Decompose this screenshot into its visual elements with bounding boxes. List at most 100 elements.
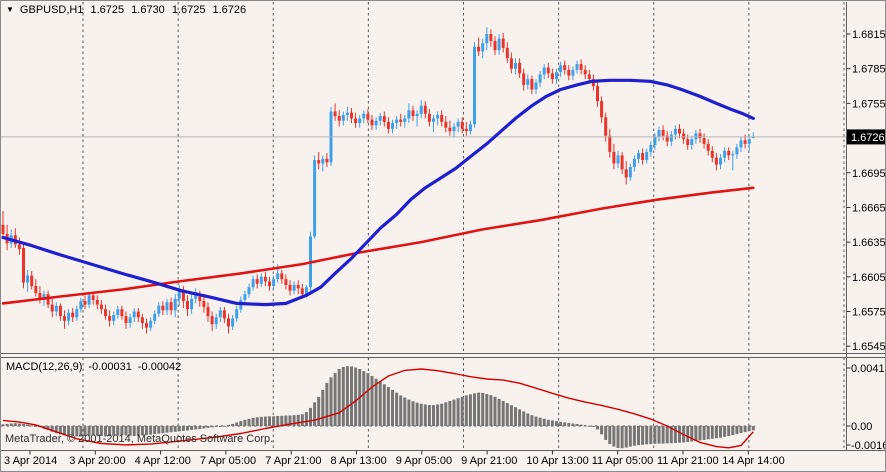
- time-tick-label: 3 Apr 2014: [4, 455, 57, 467]
- candle-body: [124, 316, 128, 324]
- macd-bar: [333, 373, 337, 426]
- macd-bar: [116, 426, 120, 436]
- macd-bar: [1, 424, 5, 426]
- candle-body: [739, 140, 743, 148]
- candle-body: [546, 67, 550, 74]
- candle-body: [678, 128, 681, 134]
- time-tick-label: 3 Apr 20:00: [69, 455, 125, 467]
- candle-body: [231, 318, 235, 327]
- candle-body: [628, 166, 632, 178]
- macd-bar: [243, 419, 247, 426]
- candle-body: [534, 82, 538, 90]
- candle-body: [440, 114, 444, 122]
- macd-bar: [386, 387, 390, 426]
- macd-bar: [407, 399, 411, 426]
- macd-bar: [731, 426, 735, 436]
- time-tick-label: 7 Apr 21:00: [265, 455, 321, 467]
- symbol-info-bar[interactable]: ▼ GBPUSD,H1 1.6725 1.6730 1.6725 1.6726: [6, 4, 246, 17]
- candle-body: [550, 73, 554, 80]
- chevron-down-icon[interactable]: ▼: [6, 5, 14, 14]
- macd-bar: [136, 426, 140, 436]
- macd-bar: [735, 426, 739, 435]
- macd-bar: [259, 416, 263, 426]
- macd-bar: [132, 426, 136, 437]
- macd-bar: [542, 418, 546, 426]
- candle-body: [493, 40, 497, 51]
- macd-bar: [95, 426, 99, 436]
- price-tick-label: 1.6695: [852, 168, 886, 180]
- candle-body: [727, 150, 731, 156]
- macd-bar: [440, 403, 444, 426]
- candle-body: [17, 244, 21, 250]
- candle-body: [313, 160, 317, 237]
- candle-body: [34, 286, 38, 294]
- candle-body: [358, 118, 362, 124]
- macd-bar: [624, 426, 628, 448]
- macd-bar: [149, 426, 153, 435]
- macd-bar: [296, 414, 300, 426]
- candle-body: [706, 143, 710, 151]
- macd-bar: [362, 371, 366, 426]
- macd-bar: [345, 366, 349, 426]
- macd-bar: [456, 398, 460, 426]
- macd-bar: [452, 399, 456, 426]
- copyright-text: MetaTrader, © 2001-2014, MetaQuotes Soft…: [5, 433, 274, 445]
- candle-body: [104, 309, 107, 317]
- candle-body: [542, 67, 546, 75]
- macd-bar: [128, 426, 132, 436]
- macd-bar: [550, 420, 554, 426]
- macd-bar: [157, 426, 161, 434]
- macd-bar: [399, 395, 403, 426]
- candle-body: [444, 121, 448, 128]
- candle-body: [731, 154, 735, 156]
- macd-bar: [395, 392, 399, 426]
- candle-body: [280, 273, 284, 280]
- macd-bar: [419, 403, 423, 426]
- macd-bar: [309, 407, 312, 426]
- macd-bar: [747, 426, 751, 432]
- time-tick-label: 7 Apr 05:00: [200, 455, 256, 467]
- macd-bar: [75, 426, 79, 437]
- candle-body: [386, 121, 390, 129]
- candle-body: [497, 38, 501, 51]
- candle-body: [489, 34, 493, 41]
- candle-body: [321, 158, 325, 164]
- candle-body: [145, 323, 148, 328]
- macd-bar: [63, 426, 66, 436]
- macd-bar: [608, 426, 612, 445]
- macd-bar: [505, 403, 509, 426]
- candle-body: [735, 147, 739, 155]
- candle-body: [649, 145, 653, 152]
- macd-bar: [596, 426, 599, 430]
- candle-body: [263, 276, 267, 282]
- macd-bar: [22, 424, 25, 426]
- macd-bar: [13, 423, 17, 426]
- candle-body: [436, 114, 440, 119]
- macd-bar: [714, 426, 718, 439]
- macd-bar: [686, 426, 690, 442]
- candle-body: [505, 47, 509, 59]
- current-price-label: 1.6726: [851, 132, 885, 144]
- macd-main-value: -0.00031: [88, 361, 132, 373]
- candlestick-series[interactable]: [1, 27, 755, 334]
- macd-bar: [460, 396, 464, 426]
- macd-bar: [473, 393, 476, 426]
- macd-bar: [378, 381, 382, 426]
- candle-body: [632, 158, 636, 167]
- candle-body: [58, 305, 62, 317]
- candle-body: [337, 116, 341, 121]
- candle-body: [345, 112, 349, 115]
- candle-body: [682, 133, 686, 140]
- macd-bar: [325, 382, 329, 426]
- candle-body: [403, 118, 407, 122]
- candle-body: [378, 116, 382, 121]
- candle-body: [616, 155, 620, 164]
- macd-bar: [669, 426, 673, 444]
- candle-body: [423, 105, 427, 114]
- macd-bar: [727, 426, 731, 437]
- candle-body: [218, 310, 222, 318]
- macd-bar: [87, 426, 91, 436]
- candle-body: [747, 139, 751, 144]
- candle-body: [153, 313, 157, 321]
